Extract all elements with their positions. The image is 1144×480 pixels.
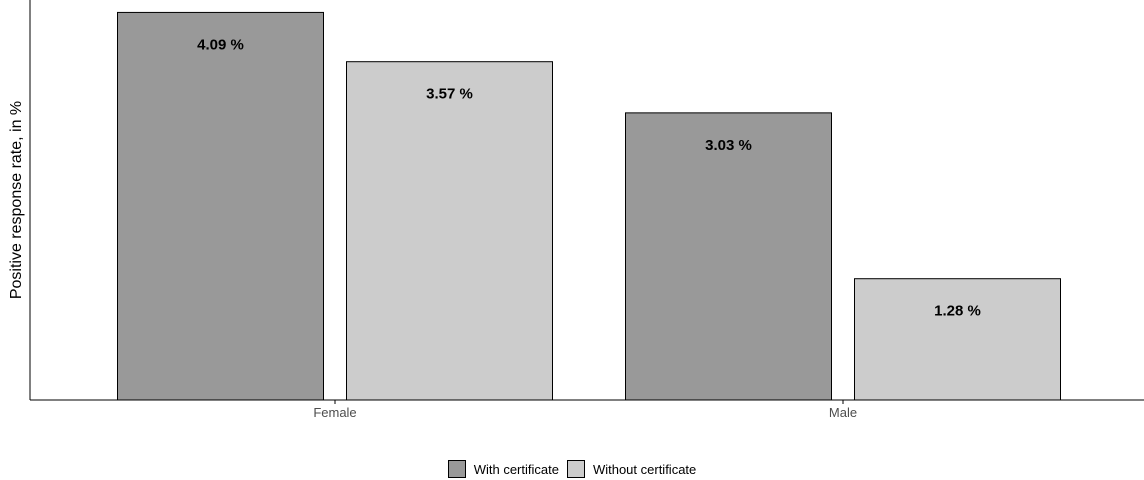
y-axis-label: Positive response rate, in % <box>8 101 25 299</box>
data-label-male-with-certificate: 3.03 % <box>705 137 752 154</box>
x-tick-label-male: Male <box>829 405 857 420</box>
legend-item-without-certificate: Without certificate <box>566 460 697 478</box>
data-labels-group: 4.09 % 3.57 % 3.03 % 1.28 % <box>197 36 981 319</box>
bar-male-with-certificate <box>625 112 832 401</box>
bar-male-without-certificate <box>854 278 1061 401</box>
legend: With certificate Without certificate <box>0 458 1144 480</box>
x-tick-label-female: Female <box>313 405 356 420</box>
legend-label-without-certificate: Without certificate <box>592 461 697 477</box>
bar-female-without-certificate <box>346 61 553 401</box>
legend-swatch-without-certificate <box>566 460 585 478</box>
data-label-male-without-certificate: 1.28 % <box>934 303 981 320</box>
data-label-female-with-certificate: 4.09 % <box>197 36 244 53</box>
legend-swatch-with-certificate <box>447 460 466 478</box>
bar-female-with-certificate <box>117 11 324 401</box>
bar-chart: 4.09 % 3.57 % 3.03 % 1.28 % Female Male Posi… <box>8 0 1144 420</box>
x-tick-labels-group: Female Male <box>313 400 857 420</box>
data-label-female-without-certificate: 3.57 % <box>426 86 473 103</box>
bars-group <box>117 11 1061 401</box>
legend-label-with-certificate: With certificate <box>473 461 559 477</box>
legend-item-with-certificate: With certificate <box>447 460 559 478</box>
